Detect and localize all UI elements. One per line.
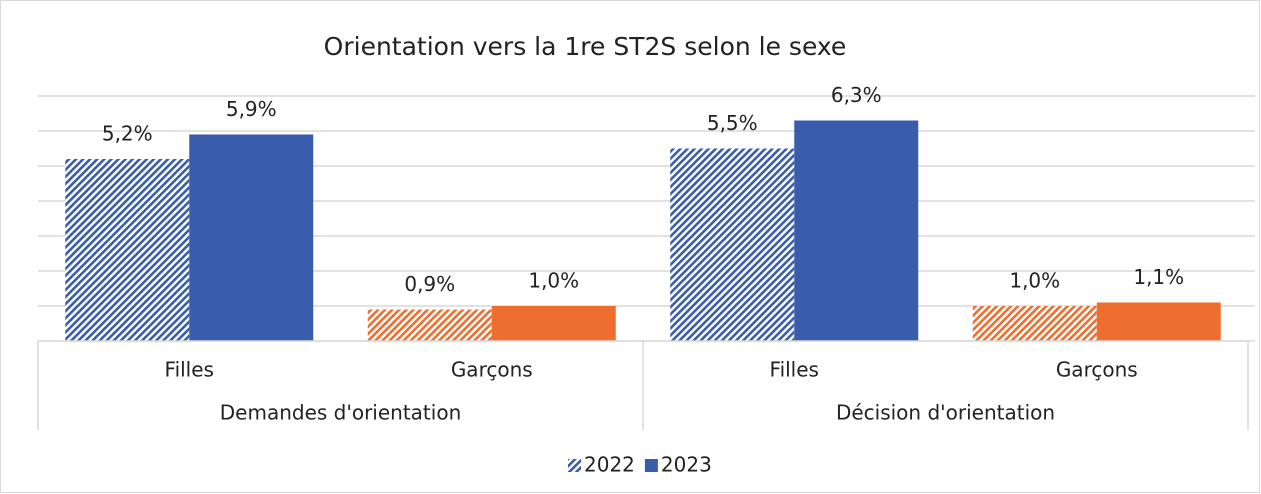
bar	[670, 148, 795, 341]
x-tick-label: Garçons	[451, 358, 533, 382]
data-label: 5,2%	[102, 122, 153, 146]
bar	[972, 306, 1097, 341]
data-label: 5,9%	[226, 97, 277, 121]
data-label: 1,0%	[528, 269, 579, 293]
data-label: 1,0%	[1009, 269, 1060, 293]
bar	[794, 120, 919, 341]
legend-swatch	[644, 459, 658, 472]
x-tick-label: Garçons	[1056, 358, 1138, 382]
legend-swatch	[568, 459, 581, 472]
x-tick-label: Filles	[770, 358, 819, 382]
group-label: Décision d'orientation	[836, 401, 1055, 425]
bar	[189, 134, 314, 341]
bar	[1096, 302, 1221, 341]
chart-title: Orientation vers la 1re ST2S selon le se…	[324, 32, 847, 61]
data-label: 5,5%	[707, 111, 758, 135]
legend-label: 2022	[584, 453, 635, 477]
bar	[65, 159, 190, 341]
group-label: Demandes d'orientation	[220, 401, 462, 425]
legend-label: 2023	[661, 453, 712, 477]
bar	[491, 306, 616, 341]
data-label: 6,3%	[831, 83, 882, 107]
bar	[367, 309, 492, 341]
data-label: 1,1%	[1133, 265, 1184, 289]
x-tick-label: Filles	[165, 358, 214, 382]
data-label: 0,9%	[404, 272, 455, 296]
